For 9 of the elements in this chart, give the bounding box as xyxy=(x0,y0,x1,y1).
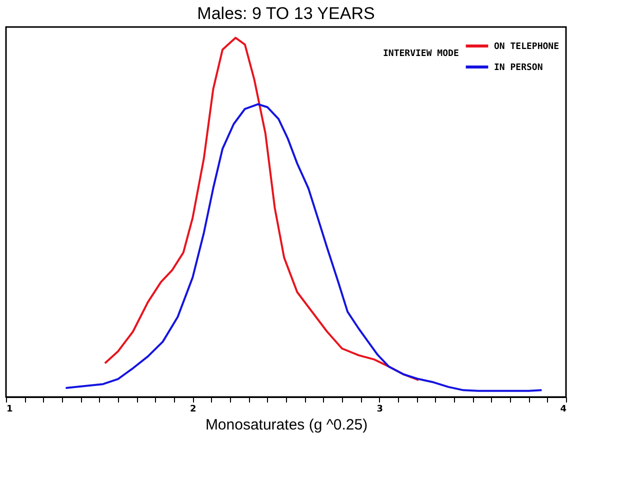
x-tick-label: 1 xyxy=(6,404,13,414)
chart-title: Males: 9 TO 13 YEARS xyxy=(197,4,375,23)
x-tick-label: 3 xyxy=(376,404,383,414)
legend-label: IN PERSON xyxy=(494,63,543,73)
legend-label: ON TELEPHONE xyxy=(494,42,560,52)
legend-title: INTERVIEW MODE xyxy=(383,49,459,59)
x-tick-label: 2 xyxy=(190,404,196,414)
x-tick-label: 4 xyxy=(560,404,566,414)
x-axis-title: Monosaturates (g ^0.25) xyxy=(205,416,368,434)
